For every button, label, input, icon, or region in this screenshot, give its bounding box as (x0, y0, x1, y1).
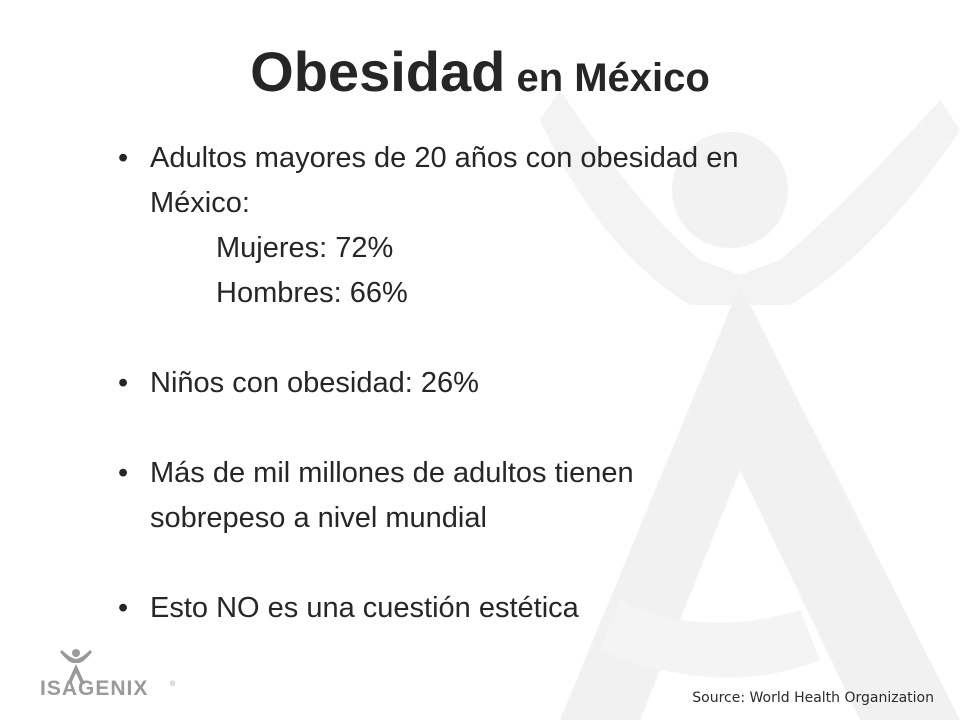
bullet-spacer (118, 541, 918, 586)
bullet-spacer (118, 316, 918, 361)
bullet-adults: • Adultos mayores de 20 años con obesida… (118, 136, 918, 316)
bullet-worldwide-line2: sobrepeso a nivel mundial (150, 502, 487, 534)
logo-figure-icon (60, 649, 92, 684)
bullet-adults-line1: Adultos mayores de 20 años con obesidad … (150, 142, 739, 174)
bullet-children: • Niños con obesidad: 26% (118, 361, 918, 406)
bullet-adults-men: Hombres: 66% (216, 277, 408, 309)
source-citation: Source: World Health Organization (692, 690, 934, 706)
bullet-adults-women: Mujeres: 72% (216, 232, 394, 264)
slide-title-main: Obesidad (250, 40, 506, 103)
bullet-children-text: Niños con obesidad: 26% (150, 367, 479, 399)
bullet-aesthetic-text: Esto NO es una cuestión estética (150, 592, 579, 624)
bullet-list: • Adultos mayores de 20 años con obesida… (118, 136, 918, 631)
bullet-marker: • (118, 367, 129, 399)
bullet-worldwide: • Más de mil millones de adultos tienen … (118, 451, 918, 541)
bullet-aesthetic: • Esto NO es una cuestión estética (118, 586, 918, 631)
bullet-marker: • (118, 142, 129, 174)
bullet-spacer (118, 406, 918, 451)
bullet-marker: • (118, 457, 129, 489)
slide-title: Obesidad en México (0, 44, 960, 100)
bullet-adults-line2: México: (150, 187, 250, 219)
logo-wordmark: ISAGENIX (40, 677, 148, 698)
isagenix-logo: ISAGENIX ® (40, 649, 176, 698)
bullet-worldwide-line1: Más de mil millones de adultos tienen (150, 457, 634, 489)
bullet-marker: • (118, 592, 129, 624)
slide-title-rest: en México (505, 56, 710, 100)
logo-registered-mark: ® (170, 680, 176, 688)
